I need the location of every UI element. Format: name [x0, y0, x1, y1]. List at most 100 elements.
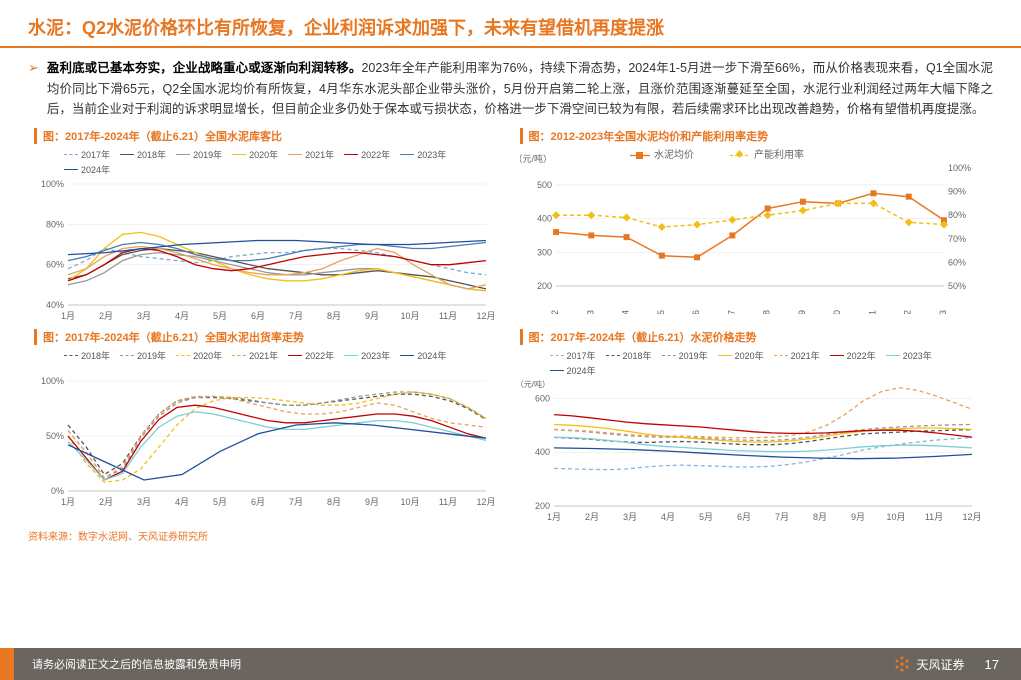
svg-text:8月: 8月	[327, 497, 341, 507]
chart1-legend: 2017年2018年2019年2020年2021年2022年2023年2024年	[34, 146, 502, 178]
svg-text:100%: 100%	[41, 376, 64, 386]
svg-text:4月: 4月	[175, 311, 189, 321]
title-prefix: 水泥：	[28, 18, 82, 38]
svg-text:2015: 2015	[655, 310, 665, 314]
chart3-legend: 2018年2019年2020年2021年2022年2023年2024年	[34, 347, 502, 364]
svg-text:2014: 2014	[620, 310, 630, 314]
svg-text:5月: 5月	[213, 497, 227, 507]
svg-text:2月: 2月	[584, 512, 598, 522]
chart3-title: 图：2017年-2024年（截止6.21）全国水泥出货率走势	[34, 329, 502, 345]
svg-text:10月: 10月	[886, 512, 905, 522]
svg-text:2012: 2012	[550, 310, 560, 314]
svg-text:2022: 2022	[902, 310, 912, 314]
svg-text:0%: 0%	[51, 486, 64, 496]
svg-text:3月: 3月	[137, 311, 151, 321]
svg-text:500: 500	[536, 180, 551, 190]
svg-text:1月: 1月	[61, 497, 75, 507]
chart2-svg: 水泥均价 产能利用率 （元/吨） 200 300 400 500 50% 60% 70% 80% 90…	[520, 146, 980, 314]
svg-text:600: 600	[534, 393, 549, 403]
svg-text:3月: 3月	[622, 512, 636, 522]
svg-text:90%: 90%	[948, 186, 966, 196]
svg-text:12月: 12月	[476, 497, 494, 507]
svg-text:6月: 6月	[251, 311, 265, 321]
svg-text:2021: 2021	[867, 310, 877, 314]
svg-text:2017: 2017	[726, 310, 736, 314]
footer-company: 天风证券	[917, 656, 965, 673]
chart4-title: 图：2017年-2024年（截止6.21）水泥价格走势	[520, 329, 988, 345]
footer-logo: 天风证券 17	[893, 655, 999, 673]
chart4-legend: 2017年2018年2019年2020年2021年2022年2023年2024年	[520, 347, 988, 379]
svg-text:400: 400	[534, 447, 549, 457]
chart3-svg: 0%50%100%1月2月3月4月5月6月7月8月9月10月11月12月	[34, 364, 494, 509]
svg-text:9月: 9月	[365, 497, 379, 507]
svg-text:2016: 2016	[691, 310, 701, 314]
svg-text:100%: 100%	[41, 179, 64, 189]
svg-text:200: 200	[536, 281, 551, 291]
svg-text:7月: 7月	[289, 311, 303, 321]
svg-text:40%: 40%	[46, 300, 64, 310]
bullet-text: 盈利底或已基本夯实，企业战略重心或逐渐向利润转移。2023年全年产能利用率为76…	[47, 58, 993, 120]
svg-text:产能利用率: 产能利用率	[754, 148, 804, 161]
chart-shipment: 图：2017年-2024年（截止6.21）全国水泥出货率走势 2018年2019…	[34, 329, 502, 524]
svg-text:400: 400	[536, 213, 551, 223]
svg-text:200: 200	[534, 501, 549, 511]
svg-text:11月: 11月	[924, 512, 942, 522]
svg-text:水泥均价: 水泥均价	[654, 148, 694, 161]
svg-text:10月: 10月	[400, 311, 419, 321]
svg-text:100%: 100%	[948, 163, 971, 173]
bullet-lead: 盈利底或已基本夯实，企业战略重心或逐渐向利润转移。	[47, 61, 362, 75]
chart2-title: 图：2012-2023年全国水泥均价和产能利用率走势	[520, 128, 988, 144]
svg-text:60%: 60%	[46, 260, 64, 270]
slide-body: ➢ 盈利底或已基本夯实，企业战略重心或逐渐向利润转移。2023年全年产能利用率为…	[0, 48, 1021, 524]
svg-text:10月: 10月	[400, 497, 419, 507]
svg-text:4月: 4月	[175, 497, 189, 507]
svg-text:11月: 11月	[439, 497, 457, 507]
svg-text:70%: 70%	[948, 234, 966, 244]
data-source: 资料来源：数字水泥网、天风证券研究所	[28, 528, 1021, 543]
svg-text:1月: 1月	[61, 311, 75, 321]
chart1-svg: 40%60%80%100%1月2月3月4月5月6月7月8月9月10月11月12月	[34, 178, 494, 323]
svg-text:300: 300	[536, 247, 551, 257]
svg-text:2013: 2013	[585, 310, 595, 314]
svg-text:（元/吨）: （元/吨）	[520, 379, 550, 389]
svg-text:50%: 50%	[46, 431, 64, 441]
svg-text:2019: 2019	[796, 310, 806, 314]
footer-disclaimer: 请务必阅读正文之后的信息披露和免责申明	[32, 656, 241, 672]
chart1-title: 图：2017年-2024年（截止6.21）全国水泥库客比	[34, 128, 502, 144]
chart4-svg: 200400600（元/吨）1月2月3月4月5月6月7月8月9月10月11月12…	[520, 379, 980, 524]
svg-text:12月: 12月	[476, 311, 494, 321]
svg-text:60%: 60%	[948, 257, 966, 267]
svg-text:1月: 1月	[546, 512, 560, 522]
svg-text:6月: 6月	[251, 497, 265, 507]
svg-text:（元/吨）: （元/吨）	[520, 153, 552, 164]
svg-text:3月: 3月	[137, 497, 151, 507]
slide-header: 水泥：Q2水泥价格环比有所恢复，企业利润诉求加强下，未来有望借机再度提涨	[0, 0, 1021, 48]
charts-grid: 图：2017年-2024年（截止6.21）全国水泥库客比 2017年2018年2…	[28, 128, 993, 524]
svg-text:5月: 5月	[213, 311, 227, 321]
svg-text:4月: 4月	[660, 512, 674, 522]
svg-text:2月: 2月	[99, 497, 113, 507]
bullet-arrow-icon: ➢	[28, 60, 39, 120]
chart-price-trend: 图：2017年-2024年（截止6.21）水泥价格走势 2017年2018年20…	[520, 329, 988, 524]
svg-text:8月: 8月	[812, 512, 826, 522]
svg-text:6月: 6月	[736, 512, 750, 522]
logo-icon	[893, 655, 911, 673]
title-main: Q2水泥价格环比有所恢复，企业利润诉求加强下，未来有望借机再度提涨	[82, 18, 664, 38]
svg-text:80%: 80%	[46, 219, 64, 229]
chart-inventory: 图：2017年-2024年（截止6.21）全国水泥库客比 2017年2018年2…	[34, 128, 502, 323]
svg-text:9月: 9月	[365, 311, 379, 321]
slide-title: 水泥：Q2水泥价格环比有所恢复，企业利润诉求加强下，未来有望借机再度提涨	[28, 14, 993, 40]
svg-text:2023: 2023	[938, 310, 948, 314]
svg-text:80%: 80%	[948, 210, 966, 220]
chart-price-utilization: 图：2012-2023年全国水泥均价和产能利用率走势 水泥均价 产能利用率 （元/吨…	[520, 128, 988, 323]
svg-text:2018: 2018	[761, 310, 771, 314]
svg-text:2月: 2月	[99, 311, 113, 321]
bullet-paragraph: ➢ 盈利底或已基本夯实，企业战略重心或逐渐向利润转移。2023年全年产能利用率为…	[28, 58, 993, 120]
svg-text:2020: 2020	[832, 310, 842, 314]
svg-text:50%: 50%	[948, 281, 966, 291]
svg-text:11月: 11月	[439, 311, 457, 321]
svg-text:7月: 7月	[774, 512, 788, 522]
footer-page: 17	[985, 657, 999, 672]
svg-text:5月: 5月	[698, 512, 712, 522]
svg-text:12月: 12月	[962, 512, 980, 522]
